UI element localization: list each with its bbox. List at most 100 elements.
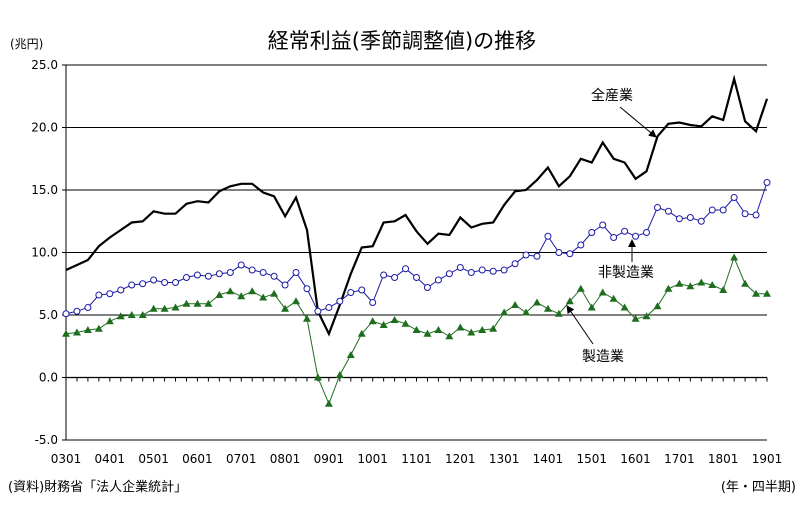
- data-point: [554, 309, 563, 317]
- data-point: [117, 286, 125, 294]
- data-point: [500, 266, 508, 274]
- x-tick-label: 0501: [138, 452, 169, 466]
- data-point: [302, 314, 311, 322]
- data-point: [215, 291, 224, 298]
- series-1: [62, 179, 771, 318]
- data-point: [412, 326, 421, 333]
- y-unit-label: (兆円): [10, 37, 43, 51]
- source-note: (資料)財務省「法人企業統計」: [8, 479, 187, 495]
- data-point: [456, 323, 465, 331]
- data-point: [95, 291, 103, 299]
- data-point: [248, 287, 257, 295]
- x-tick-label: 1601: [620, 452, 651, 466]
- y-tick-label: 0.0: [39, 371, 58, 385]
- data-point: [489, 267, 497, 275]
- data-point: [303, 285, 311, 293]
- x-tick-label: 1401: [533, 452, 564, 466]
- data-point: [675, 279, 684, 287]
- x-tick-labels: 0301 0401 0501 0601 0701 0801 0901 1001 1101 1201…: [51, 452, 783, 466]
- series-0: [65, 74, 769, 337]
- annotation-label-non-manufacturing: 非製造業: [598, 265, 654, 281]
- series-line: [65, 182, 768, 315]
- data-point: [708, 206, 716, 214]
- data-point: [204, 299, 213, 307]
- data-point: [193, 271, 201, 279]
- axes: [62, 64, 768, 441]
- data-point: [402, 265, 410, 273]
- data-point: [643, 229, 651, 236]
- data-point: [347, 289, 355, 296]
- data-point: [390, 316, 399, 323]
- data-point: [522, 308, 531, 316]
- data-point: [150, 276, 158, 284]
- annotation-label-all-industries: 全産業: [591, 87, 633, 104]
- data-point: [259, 293, 268, 301]
- series-2: [62, 253, 771, 407]
- data-point: [314, 307, 322, 315]
- data-point: [752, 211, 760, 219]
- data-point: [149, 304, 158, 312]
- series: [62, 74, 771, 407]
- x-tick-label: 1001: [357, 452, 388, 466]
- data-point: [697, 278, 706, 286]
- x-tick-label: 1801: [708, 452, 739, 466]
- series-line: [65, 74, 769, 337]
- data-point: [423, 329, 432, 337]
- x-tick-label: 0301: [51, 452, 82, 466]
- data-point: [621, 227, 629, 235]
- x-tick-label: 1201: [445, 452, 476, 466]
- data-point: [675, 215, 683, 223]
- data-point: [555, 249, 563, 256]
- data-point: [357, 329, 366, 337]
- data-point: [467, 269, 475, 276]
- data-point: [336, 297, 344, 305]
- data-point: [270, 272, 278, 280]
- data-point: [730, 194, 738, 201]
- data-point: [565, 297, 574, 305]
- data-point: [127, 311, 136, 318]
- data-point: [94, 324, 103, 332]
- data-point: [686, 282, 695, 290]
- data-point: [741, 210, 749, 218]
- data-point: [423, 284, 431, 291]
- y-tick-label: 5.0: [39, 308, 58, 322]
- y-tick-label: 25.0: [31, 58, 58, 72]
- data-point: [325, 304, 333, 311]
- y-tick-labels: -5.0 0.0 5.0 10.0 15.0 20.0 25.0: [31, 58, 58, 447]
- data-point: [763, 179, 771, 186]
- chart-title: 経常利益(季節調整値)の推移: [268, 29, 536, 53]
- data-point: [642, 312, 651, 320]
- data-point: [511, 260, 519, 268]
- annotation-label-manufacturing: 製造業: [582, 349, 624, 365]
- data-point: [270, 289, 279, 297]
- data-point: [445, 270, 453, 278]
- data-point: [653, 302, 662, 310]
- data-point: [620, 303, 629, 311]
- data-point: [358, 286, 366, 294]
- data-point: [697, 217, 705, 225]
- annotation-all-industries: 全産業: [591, 87, 657, 138]
- data-point: [631, 314, 640, 322]
- data-point: [598, 288, 607, 296]
- data-point: [719, 206, 727, 214]
- data-point: [84, 304, 92, 311]
- data-point: [741, 279, 750, 287]
- data-point: [182, 274, 190, 281]
- data-point: [324, 399, 333, 407]
- data-point: [172, 279, 180, 286]
- data-point: [128, 281, 136, 289]
- data-point: [182, 299, 191, 307]
- data-point: [511, 301, 520, 308]
- data-point: [346, 351, 355, 358]
- data-point: [763, 289, 771, 297]
- x-tick-label: 0801: [270, 452, 301, 466]
- data-point: [226, 287, 235, 295]
- x-tick-label: 0901: [314, 452, 345, 466]
- y-tick-label: -5.0: [35, 433, 58, 447]
- x-tick-label: 1501: [576, 452, 607, 466]
- y-tick-label: 15.0: [31, 183, 58, 197]
- data-point: [610, 234, 618, 241]
- data-point: [576, 284, 585, 292]
- annotation-arrow-all-industries: [619, 106, 657, 138]
- x-tick-label: 1301: [489, 452, 520, 466]
